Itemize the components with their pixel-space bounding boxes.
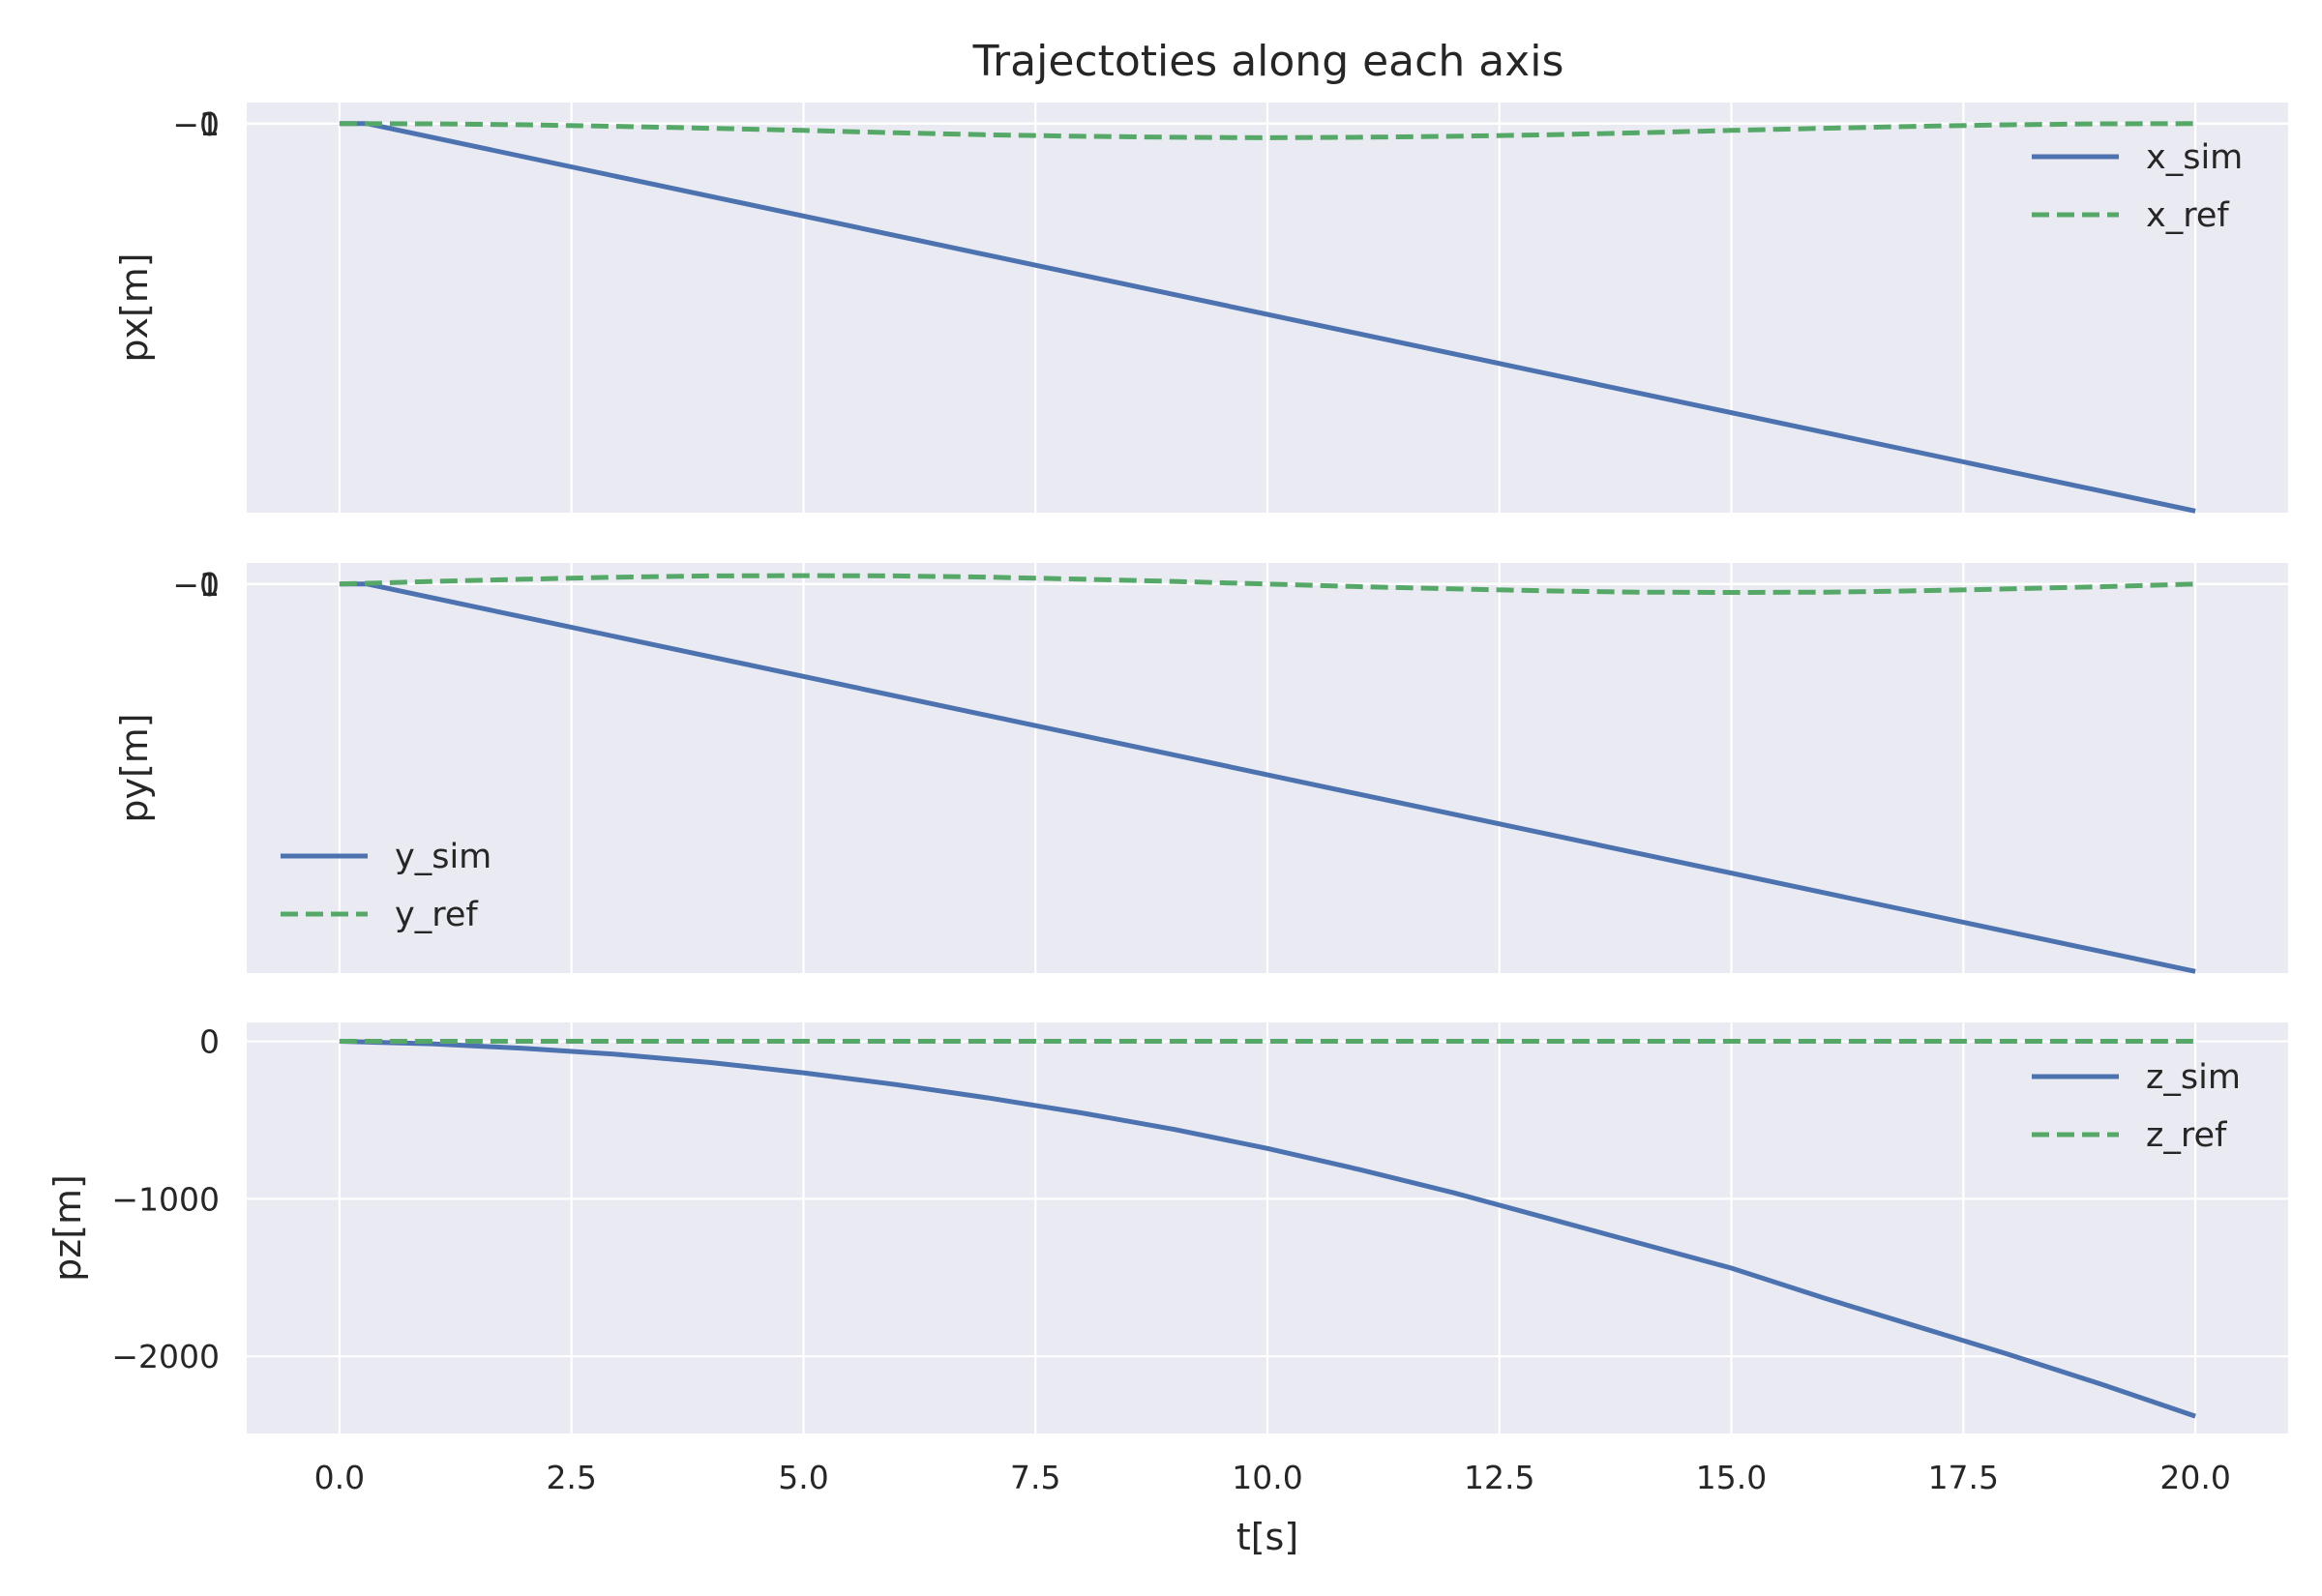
x-tick-label: 20.0 (2159, 1459, 2230, 1496)
x-tick-label: 0.0 (314, 1459, 365, 1496)
legend-label: y_ref (395, 896, 478, 934)
x-tick-label: 5.0 (778, 1459, 828, 1496)
y-axis-label: py[m] (113, 713, 156, 822)
y-tick-label: 0 (199, 105, 220, 143)
y-tick-label: 0 (199, 566, 220, 604)
legend: z_sim z_ref (2032, 1058, 2241, 1155)
legend-label: x_ref (2146, 196, 2229, 235)
y-tick-label: −1000 (111, 1180, 220, 1218)
series-line-z_sim (339, 1039, 2196, 1419)
legend-label: z_ref (2146, 1116, 2227, 1155)
y-axis-label: pz[m] (46, 1174, 89, 1282)
legend-label: z_sim (2146, 1058, 2241, 1097)
legend-label: y_sim (395, 838, 491, 876)
chart-title: Trajectoties along each axis (972, 37, 1564, 86)
x-tick-label: 15.0 (1696, 1459, 1767, 1496)
x-tick-label: 2.5 (546, 1459, 596, 1496)
series-line-x_ref (339, 121, 2196, 140)
subplot-1: 10−1 px[m] x_sim x_ref (113, 103, 2288, 514)
y-tick-label: −1 (172, 566, 220, 604)
legend: y_sim y_ref (281, 838, 491, 934)
y-tick-label: 1 (199, 566, 220, 604)
series-line-y_ref (339, 573, 2196, 595)
x-tick-label: 12.5 (1464, 1459, 1534, 1496)
subplot-3: 0 −1000 −2000 0.0 2.5 5.0 7.5 10.0 12.5 15.0 17.5 2… (46, 1022, 2288, 1558)
x-tick-label: 17.5 (1928, 1459, 1999, 1496)
legend-label: x_sim (2146, 138, 2243, 177)
y-tick-label: −2000 (111, 1338, 220, 1375)
subplot-2: 10−1 py[m] y_sim y_ref (113, 563, 2288, 974)
y-tick-label: −1 (172, 105, 220, 143)
y-tick-label: 0 (199, 1023, 220, 1061)
x-axis-label: t[s] (1236, 1516, 1298, 1558)
x-tick-label: 7.5 (1010, 1459, 1060, 1496)
legend: x_sim x_ref (2032, 138, 2243, 235)
x-tick-label: 10.0 (1232, 1459, 1302, 1496)
y-axis-label: px[m] (113, 252, 156, 362)
y-tick-label: 1 (199, 105, 220, 143)
